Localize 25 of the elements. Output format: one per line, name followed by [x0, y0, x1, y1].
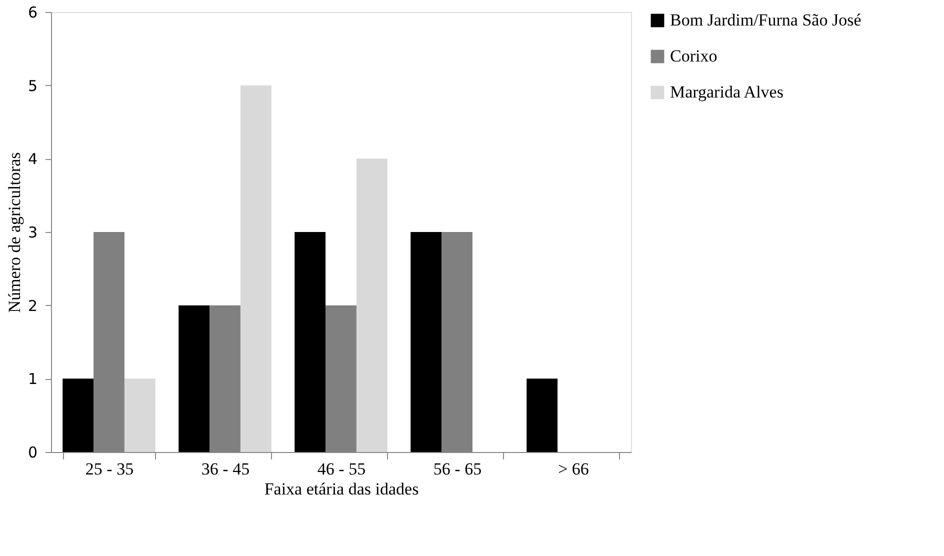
y-axis-title: Número de agricultoras: [4, 152, 24, 313]
y-tick-label: 4: [28, 150, 38, 168]
x-tick-label: 36 - 45: [201, 460, 250, 478]
y-tick-label: 3: [28, 224, 38, 242]
bar: [62, 378, 94, 452]
x-tick-label: 56 - 65: [433, 460, 482, 478]
y-tick-label: 0: [28, 444, 38, 462]
bar: [294, 232, 326, 452]
y-tick-label: 1: [28, 370, 38, 388]
y-tick-label: 2: [28, 296, 38, 315]
bar: [178, 305, 210, 452]
bar: [526, 378, 558, 452]
bar: [410, 232, 442, 452]
bar: [356, 158, 388, 452]
legend-label: Margarida Alves: [670, 82, 784, 102]
x-tick-label: 46 - 55: [317, 460, 366, 478]
x-tick-label: > 66: [558, 460, 589, 478]
y-tick-label: 5: [28, 76, 38, 95]
legend-label: Bom Jardim/Furna São José: [670, 10, 862, 30]
x-tick-label: 25 - 35: [85, 460, 134, 478]
bar: [240, 85, 272, 452]
y-tick-label: 6: [28, 4, 38, 22]
bar: [124, 378, 156, 452]
legend-label: Corixo: [670, 46, 718, 66]
x-axis-title: Faixa etária das idades: [264, 480, 419, 498]
